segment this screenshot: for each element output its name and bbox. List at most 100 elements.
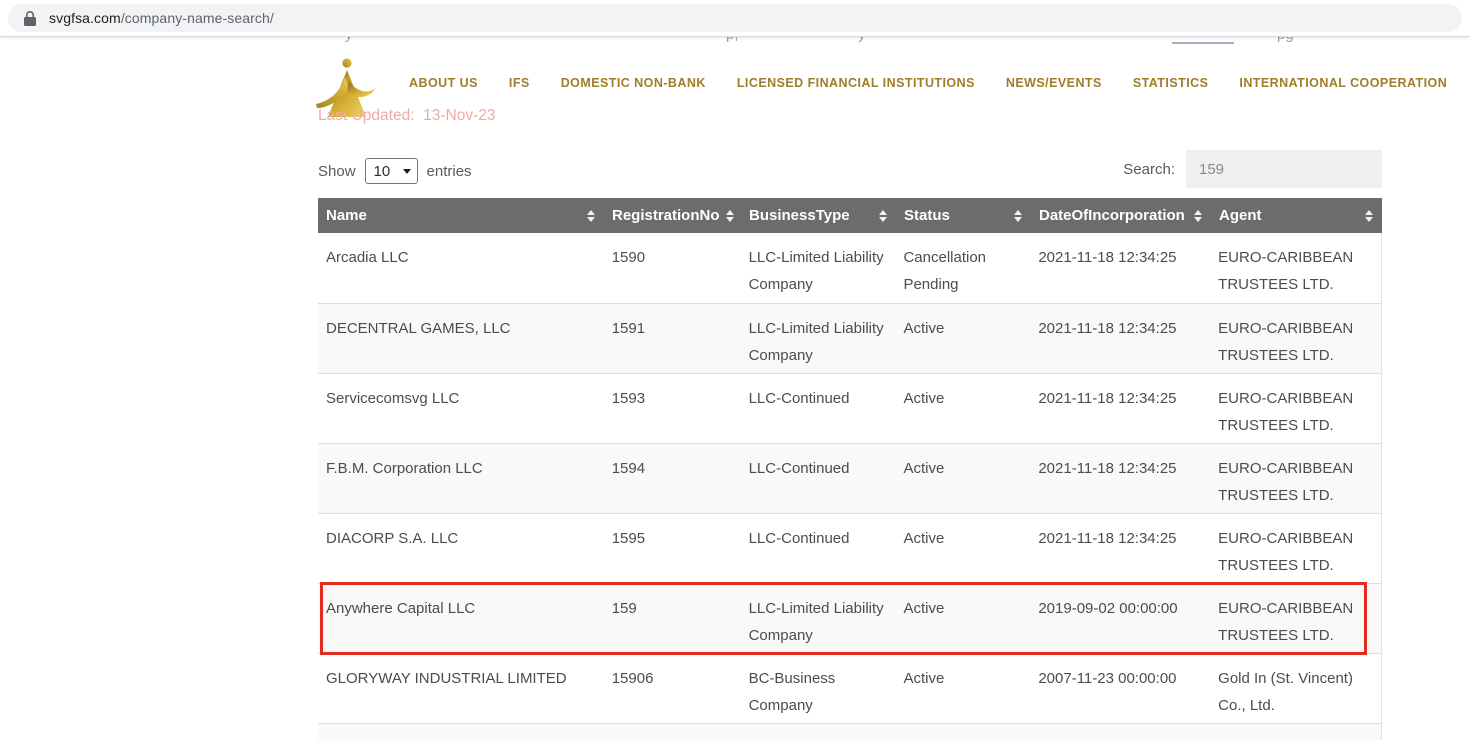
cell-agent: EURO-CARIBBEAN TRUSTEES LTD. (1218, 600, 1354, 644)
cell-name: Servicecomsvg LLC (326, 390, 460, 407)
cell-registration-no: 1594 (611, 460, 646, 477)
page-size-value: 10 (373, 162, 391, 180)
cell-status: Cancellation Pending (903, 249, 987, 293)
nav-item[interactable]: STATISTICS (1132, 76, 1209, 90)
cell-business-type: LLC-Continued (748, 390, 850, 407)
cell-registration-no: 1593 (611, 390, 646, 407)
column-header[interactable]: RegistrationNo (604, 198, 741, 233)
cell-date-of-incorporation: 2021-11-18 12:34:25 (1038, 320, 1177, 337)
url-path: /company-name-search/ (120, 10, 274, 26)
nav-item[interactable]: ABOUT US (409, 76, 478, 90)
table-row: Arcadia LLC 1590 LLC-Limited Liability C… (318, 233, 1381, 303)
table-row: DECENTRAL GAMES, LLC 1591 LLC-Limited Li… (318, 303, 1381, 373)
cell-agent: Gold In (St. Vincent) Co., Ltd. (1218, 670, 1353, 714)
chevron-down-icon (402, 168, 411, 174)
logo-right-arm (347, 81, 376, 98)
cell-status: Active (903, 320, 945, 337)
cell-date-of-incorporation: 2021-11-18 12:34:25 (1038, 249, 1177, 266)
logo-body (328, 70, 366, 117)
logo-head (342, 58, 352, 68)
entries-label: entries (426, 162, 472, 180)
cell-business-type: LLC-Continued (748, 460, 850, 477)
table-row: F.B.M. Corporation LLC 1594 LLC-Continue… (318, 443, 1381, 513)
table-header-row: Name RegistrationNo BusinessType (318, 198, 1382, 233)
show-label: Show (318, 162, 356, 180)
column-header[interactable]: Name (318, 198, 604, 233)
cell-name: Anywhere Capital LLC (326, 600, 476, 617)
cell-agent: EURO-CARIBBEAN TRUSTEES LTD. (1218, 249, 1354, 293)
page-length-control: Show 10 entries (318, 158, 472, 184)
cell-registration-no: 1591 (611, 320, 646, 337)
nav-item[interactable]: DOMESTIC NON-BANK (560, 76, 706, 90)
cell-date-of-incorporation: 2021-11-18 12:34:25 (1038, 530, 1177, 547)
cell-agent: EURO-CARIBBEAN TRUSTEES LTD. (1218, 320, 1354, 364)
column-header[interactable]: Agent (1211, 198, 1382, 233)
cell-agent: EURO-CARIBBEAN TRUSTEES LTD. (1218, 460, 1354, 504)
nav-item[interactable]: NEWS/EVENTS (1005, 76, 1102, 90)
cell-business-type: LLC-Limited Liability Company (748, 600, 884, 644)
nav-item[interactable]: LICENSED FINANCIAL INSTITUTIONS (736, 76, 975, 90)
text-fragment: pg (1277, 37, 1294, 43)
last-updated-value: 13-Nov-23 (423, 107, 496, 124)
sort-icon[interactable] (1194, 209, 1202, 222)
cell-name: Arcadia LLC (326, 249, 409, 266)
cell-status: Active (903, 600, 945, 617)
cell-date-of-incorporation: 2021-11-18 12:34:25 (1038, 460, 1177, 477)
text-fragment: p, (726, 37, 739, 43)
cell-status: Active (903, 530, 945, 547)
text-fragment: y (858, 37, 866, 43)
page-size-select[interactable]: 10 (364, 158, 418, 184)
column-header-label: RegistrationNo (612, 207, 720, 224)
table-row: GLORYWAY INDUSTRIAL LIMITED 15906 BC-Bus… (318, 653, 1381, 723)
search-control: Search: (1123, 150, 1382, 188)
table-row: Anywhere Capital LLC 159 LLC-Limited Lia… (318, 582, 1381, 655)
cell-registration-no: 1595 (611, 530, 646, 547)
last-updated: Last Updated: 13-Nov-23 (318, 107, 496, 125)
cell-business-type: LLC-Limited Liability Company (748, 249, 884, 293)
column-header[interactable]: DateOfIncorporation (1031, 198, 1211, 233)
cell-agent: EURO-CARIBBEAN TRUSTEES LTD. (1218, 530, 1354, 574)
cell-business-type: LLC-Continued (748, 530, 850, 547)
table-controls: Show 10 entries Search: (318, 150, 1382, 192)
link-underline-fragment (1172, 42, 1234, 44)
column-header[interactable]: BusinessType (741, 198, 896, 233)
sort-icon[interactable] (1365, 209, 1373, 222)
table-row: Servicecomsvg LLC 1593 LLC-Continued Act… (318, 373, 1381, 443)
url-domain: svgfsa.com (49, 10, 121, 26)
table-row: DIACORP S.A. LLC 1595 LLC-Continued Acti… (318, 513, 1381, 583)
site-logo[interactable] (316, 56, 376, 120)
company-results-table: Name RegistrationNo BusinessType (318, 198, 1382, 740)
site-header: ABOUT US IFS DOMESTIC NON-BANK LICENSED … (0, 48, 1470, 132)
sort-icon[interactable] (1014, 209, 1022, 222)
browser-toolbar: svgfsa.com/company-name-search/ (0, 0, 1470, 37)
cell-registration-no: 159 (611, 600, 637, 617)
cell-date-of-incorporation: 2007-11-23 00:00:00 (1038, 670, 1177, 687)
cell-date-of-incorporation: 2021-11-18 12:34:25 (1038, 390, 1177, 407)
url-text: svgfsa.com/company-name-search/ (49, 10, 274, 26)
cell-name: DECENTRAL GAMES, LLC (326, 320, 511, 337)
sort-icon[interactable] (879, 209, 887, 222)
cell-date-of-incorporation: 2019-09-02 00:00:00 (1038, 600, 1178, 617)
cell-status: Active (903, 670, 945, 687)
sort-icon[interactable] (725, 209, 734, 222)
cell-agent: EURO-CARIBBEAN TRUSTEES LTD. (1218, 390, 1354, 434)
column-header-label: DateOfIncorporation (1039, 207, 1185, 224)
column-header[interactable]: Status (896, 198, 1031, 233)
nav-item[interactable]: IFS (508, 76, 530, 90)
cell-name: GLORYWAY INDUSTRIAL LIMITED (326, 670, 567, 687)
column-header-label: Agent (1219, 207, 1262, 224)
cell-registration-no: 1590 (611, 249, 646, 266)
cell-status: Active (903, 460, 945, 477)
nav-item[interactable]: INTERNATIONAL COOPERATION (1239, 76, 1448, 90)
search-input[interactable] (1186, 150, 1382, 188)
table-body: Arcadia LLC 1590 LLC-Limited Liability C… (318, 233, 1382, 740)
clipped-text-fragments: y p, y pg (0, 37, 1470, 46)
cell-business-type: LLC-Limited Liability Company (748, 320, 884, 364)
cell-registration-no: 15906 (611, 670, 654, 687)
text-fragment: y (345, 37, 353, 43)
sort-icon[interactable] (587, 209, 595, 222)
address-bar[interactable]: svgfsa.com/company-name-search/ (8, 4, 1462, 32)
logo-left-arm (316, 77, 349, 108)
cell-name: DIACORP S.A. LLC (326, 530, 459, 547)
column-header-label: Name (326, 207, 367, 224)
